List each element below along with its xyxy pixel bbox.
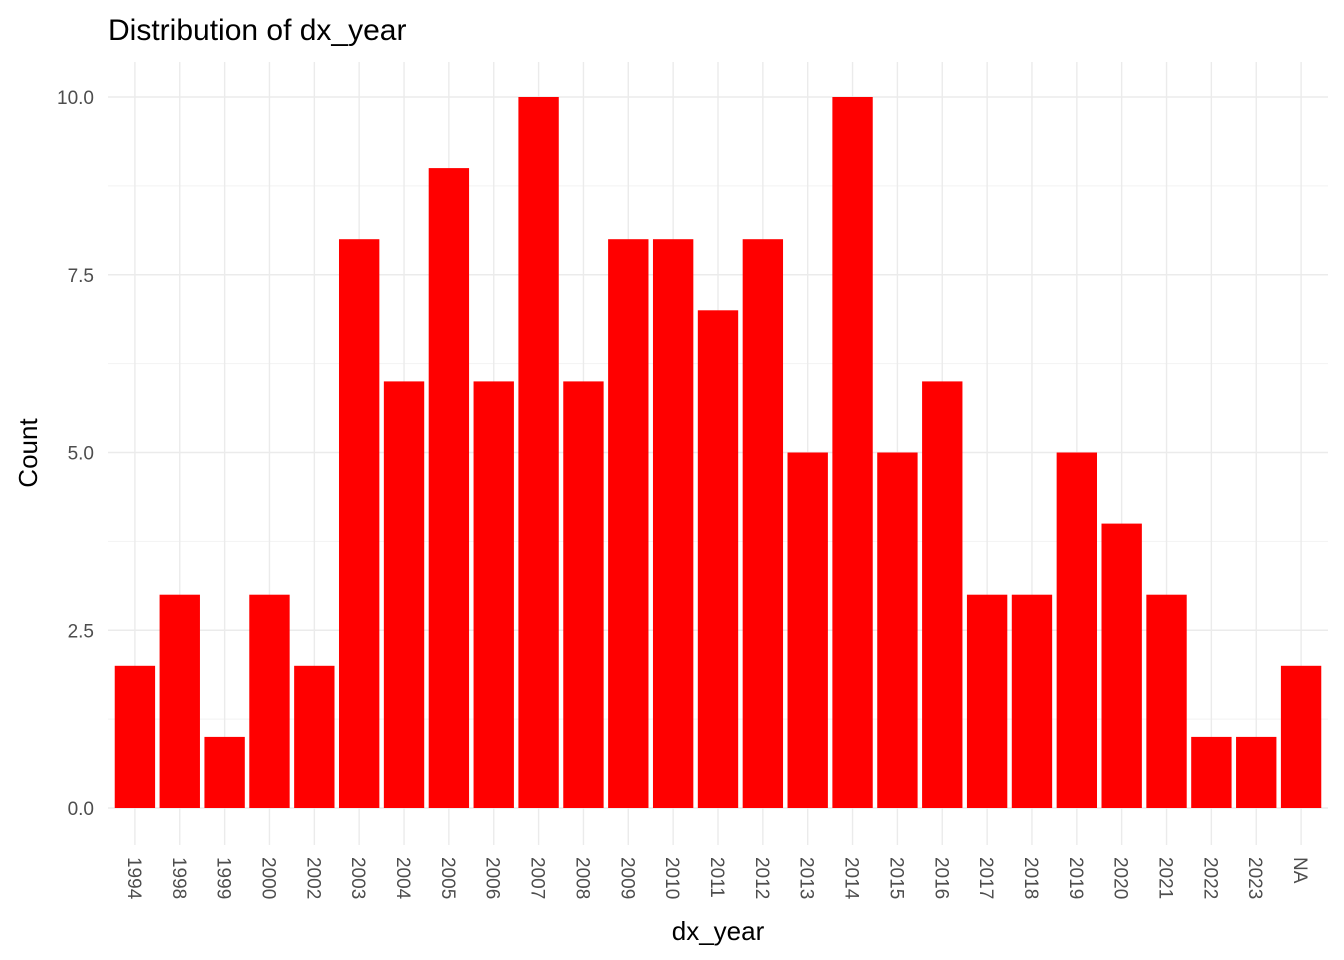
bar-2021 (1146, 594, 1187, 808)
x-tick-label: 2008 (571, 857, 592, 899)
x-tick-label: 2013 (796, 857, 817, 899)
y-tick-label: 0.0 (68, 799, 94, 820)
x-tick-label: 2005 (437, 857, 458, 899)
x-tick-label: 2019 (1065, 857, 1086, 899)
bar-2009 (608, 239, 649, 808)
x-tick-label: 2014 (841, 857, 862, 900)
x-tick-label: 2012 (751, 857, 772, 899)
x-tick-label: 2021 (1155, 857, 1176, 899)
y-tick-label: 2.5 (68, 621, 94, 642)
bar-2012 (742, 239, 784, 808)
x-tick-label: 2003 (347, 857, 368, 899)
x-tick-label: 2011 (706, 857, 727, 898)
x-tick-label: 2002 (302, 857, 323, 899)
bar-2016 (922, 381, 963, 808)
x-tick-label: 2006 (482, 857, 503, 899)
bar-2010 (652, 239, 694, 808)
y-axis-title: Count (13, 418, 43, 488)
y-tick-label: 10.0 (57, 88, 94, 109)
bar-1999 (204, 736, 245, 808)
x-tick-label: 2017 (975, 857, 996, 899)
x-tick-label: 2000 (257, 857, 278, 899)
x-tick-label: 2007 (527, 857, 548, 899)
y-tick-label: 7.5 (68, 266, 94, 287)
x-tick-label: 1999 (213, 857, 234, 899)
bar-2022 (1191, 736, 1232, 808)
bars (114, 97, 1322, 809)
x-tick-label: 2004 (392, 857, 413, 900)
x-tick-label: NA (1289, 857, 1310, 884)
x-tick-label: 2010 (661, 857, 682, 899)
bar-2002 (294, 665, 335, 808)
x-tick-label: 2015 (885, 857, 906, 899)
bar-2003 (338, 239, 380, 808)
x-tick-label: 2018 (1020, 857, 1041, 899)
chart-title: Distribution of dx_year (108, 14, 406, 47)
bar-2014 (832, 97, 873, 808)
bar-2011 (697, 310, 739, 808)
bar-2000 (249, 594, 290, 808)
x-axis-title: dx_year (672, 916, 765, 946)
y-tick-label: 5.0 (68, 444, 94, 465)
bar-2015 (877, 452, 918, 808)
bar-1998 (159, 594, 200, 808)
bar-2023 (1236, 736, 1277, 808)
bar-2018 (1011, 594, 1053, 808)
x-tick-label: 1994 (123, 857, 144, 900)
x-tick-label: 2022 (1199, 857, 1220, 899)
x-tick-label: 1998 (168, 857, 189, 899)
x-tick-label: 2023 (1244, 857, 1265, 899)
bar-2020 (1101, 523, 1142, 808)
bar-2013 (787, 452, 828, 808)
x-tick-label: 2009 (616, 857, 637, 899)
bar-2007 (518, 97, 559, 808)
bar-2005 (428, 168, 470, 809)
y-axis-ticks: 0.0 2.5 5.0 7.5 10.0 (57, 88, 94, 820)
x-tick-label: 2020 (1110, 857, 1131, 899)
bar-na (1280, 665, 1322, 808)
x-axis-ticks: 1994 1998 1999 2000 2002 2003 2004 2005 2006 2007… (123, 857, 1310, 900)
bar-2019 (1056, 452, 1098, 808)
bar-2017 (966, 594, 1008, 808)
x-tick-label: 2016 (930, 857, 951, 899)
bar-2004 (383, 381, 425, 808)
bar-1994 (114, 665, 156, 808)
bar-2006 (473, 381, 514, 808)
bar-2008 (563, 381, 604, 808)
